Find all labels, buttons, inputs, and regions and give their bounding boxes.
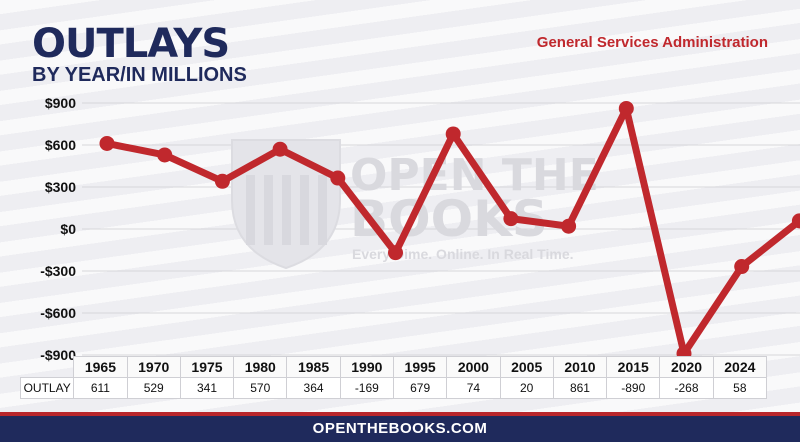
x-tick-label: 2010 xyxy=(552,356,608,378)
data-label: 58 xyxy=(712,377,768,399)
data-label: 570 xyxy=(233,377,288,399)
chart-subtitle: BY YEAR/IN MILLIONS xyxy=(32,64,247,86)
data-point xyxy=(157,147,173,163)
series-outlay xyxy=(99,100,800,362)
data-point xyxy=(445,126,461,142)
data-point xyxy=(388,245,403,261)
x-tick-label: 1970 xyxy=(126,356,181,378)
x-tick-label: 1980 xyxy=(233,356,288,378)
y-tick-label: -$300 xyxy=(40,263,76,279)
data-label: 861 xyxy=(552,377,608,399)
data-label: 74 xyxy=(446,377,501,399)
footer-accent-bar xyxy=(0,412,800,416)
data-label: 20 xyxy=(499,377,554,399)
data-label: 364 xyxy=(286,377,341,399)
data-point xyxy=(618,100,634,116)
data-label: 611 xyxy=(73,377,128,399)
y-tick-label: -$900 xyxy=(40,347,76,363)
shield-stripe xyxy=(282,175,291,245)
data-point xyxy=(503,211,519,227)
x-tick-label: 2024 xyxy=(712,356,768,378)
footer-site-link[interactable]: OPENTHEBOOKS.COM xyxy=(0,416,800,442)
shield-stripe xyxy=(246,175,255,245)
y-tick-label: $0 xyxy=(60,221,76,237)
x-tick-label: 2015 xyxy=(606,356,661,378)
x-tick-label: 2000 xyxy=(446,356,501,378)
x-tick-label: 1985 xyxy=(286,356,341,378)
y-axis-ticks: $900 $600 $300 $0 -$300 -$600 -$900 xyxy=(40,95,76,363)
outlay-value-row: OUTLAY 611 529 341 570 364 -169 679 74 20 861 -890… xyxy=(19,377,768,399)
y-tick-label: $900 xyxy=(45,95,76,111)
x-tick-label: 1965 xyxy=(73,356,128,378)
watermark-tagline: Every Dime. Online. In Real Time. xyxy=(352,246,574,262)
x-tick-label: 1990 xyxy=(339,356,394,378)
data-point xyxy=(214,173,230,189)
data-label: 679 xyxy=(392,377,448,399)
year-header-row: 1965 1970 1975 1980 1985 1990 1995 2000 2005 2010… xyxy=(21,356,768,378)
data-point xyxy=(561,218,577,234)
data-table: 1965 1970 1975 1980 1985 1990 1995 2000 2005 2010… xyxy=(19,356,768,399)
x-tick-label: 2005 xyxy=(499,356,554,378)
data-point xyxy=(791,213,800,229)
shield-stripe xyxy=(300,175,309,245)
data-point xyxy=(99,135,115,151)
shield-stripe xyxy=(264,175,273,245)
shield-stripe xyxy=(318,175,327,245)
chart-title: OUTLAYS xyxy=(32,21,230,67)
data-point xyxy=(272,141,288,157)
agency-name: General Services Administration xyxy=(536,34,768,51)
data-label: 529 xyxy=(126,377,181,399)
data-label: -890 xyxy=(606,377,661,399)
data-label: -268 xyxy=(659,377,714,399)
data-point xyxy=(734,259,750,275)
data-point xyxy=(330,170,346,186)
y-tick-label: -$600 xyxy=(40,305,76,321)
x-tick-label: 1975 xyxy=(179,356,235,378)
table-corner xyxy=(21,357,74,378)
watermark-line1: OPEN THE xyxy=(350,150,599,201)
data-label: 341 xyxy=(179,377,235,399)
x-tick-label: 2020 xyxy=(659,356,714,378)
y-tick-label: $300 xyxy=(45,179,76,195)
data-label: -169 xyxy=(339,377,394,399)
x-tick-label: 1995 xyxy=(392,356,448,378)
y-tick-label: $600 xyxy=(45,137,76,153)
row-label-outlay: OUTLAY xyxy=(19,377,75,399)
